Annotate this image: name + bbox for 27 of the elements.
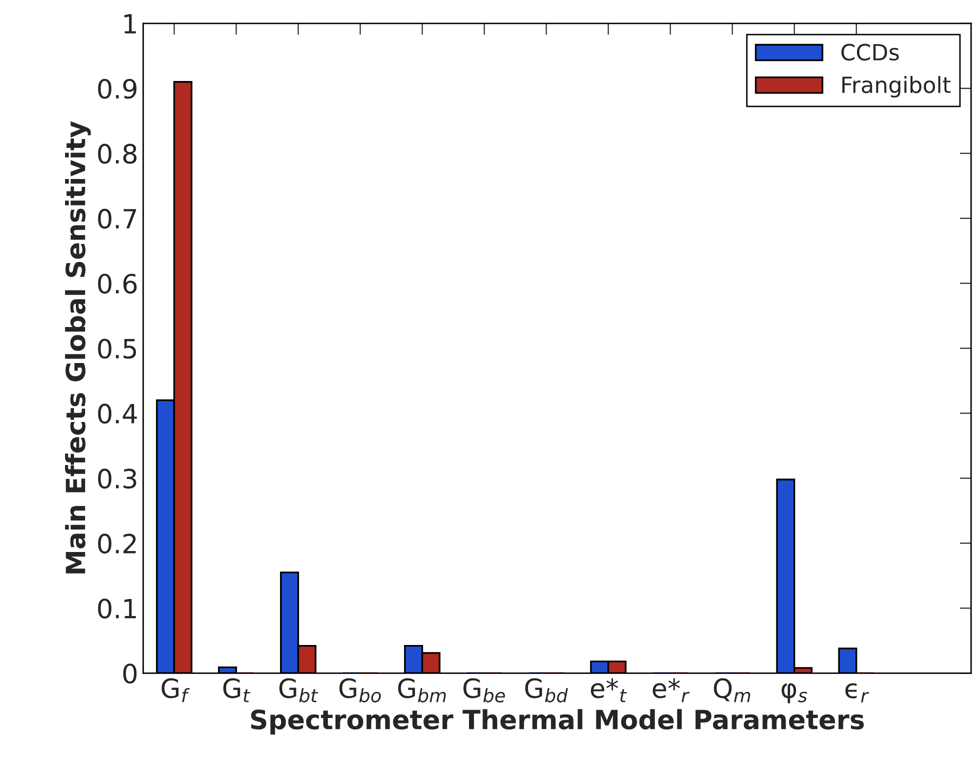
legend-label: Frangibolt: [842, 76, 951, 98]
y-tick-label: 0.9: [98, 78, 136, 99]
y-axis-title: Main Effects Global Sensitivity: [65, 121, 91, 574]
legend-label: CCDs: [841, 44, 899, 61]
x-tick-label: G$_{t}$: [223, 678, 250, 702]
y-tick-label: 0: [123, 664, 137, 684]
x-tick-label: G$_{bo}$: [339, 678, 381, 702]
y-tick-label: 0.5: [98, 338, 136, 359]
x-tick-label: G$_{be}$: [463, 678, 505, 702]
x-tick-label: Q$_{m}$: [714, 678, 750, 702]
x-tick-label: G$_{bt}$: [279, 678, 318, 702]
y-tick-label: 0.2: [98, 534, 136, 554]
y-tick-label: 0.3: [98, 468, 136, 489]
x-tick-label: ϵ$_{r}$: [845, 683, 869, 702]
y-tick-label: 1: [124, 14, 136, 34]
y-tick-label: 0.1: [98, 598, 136, 619]
x-tick-label: e*$_{t}$: [590, 678, 627, 702]
y-tick-label: 0.7: [98, 208, 136, 229]
x-tick-label: G$_{bm}$: [398, 678, 446, 702]
x-axis-title: Spectrometer Thermal Model Parameters: [251, 709, 864, 735]
y-tick-label: 0.4: [98, 404, 137, 424]
y-tick-label: 0.8: [98, 144, 137, 164]
y-tick-label: 0.6: [98, 274, 137, 294]
x-tick-label: φ$_{s}$: [782, 683, 808, 704]
x-tick-label: G$_{f}$: [162, 678, 190, 702]
x-tick-label: e*$_{r}$: [652, 678, 690, 702]
x-tick-label: G$_{bd}$: [525, 678, 568, 702]
